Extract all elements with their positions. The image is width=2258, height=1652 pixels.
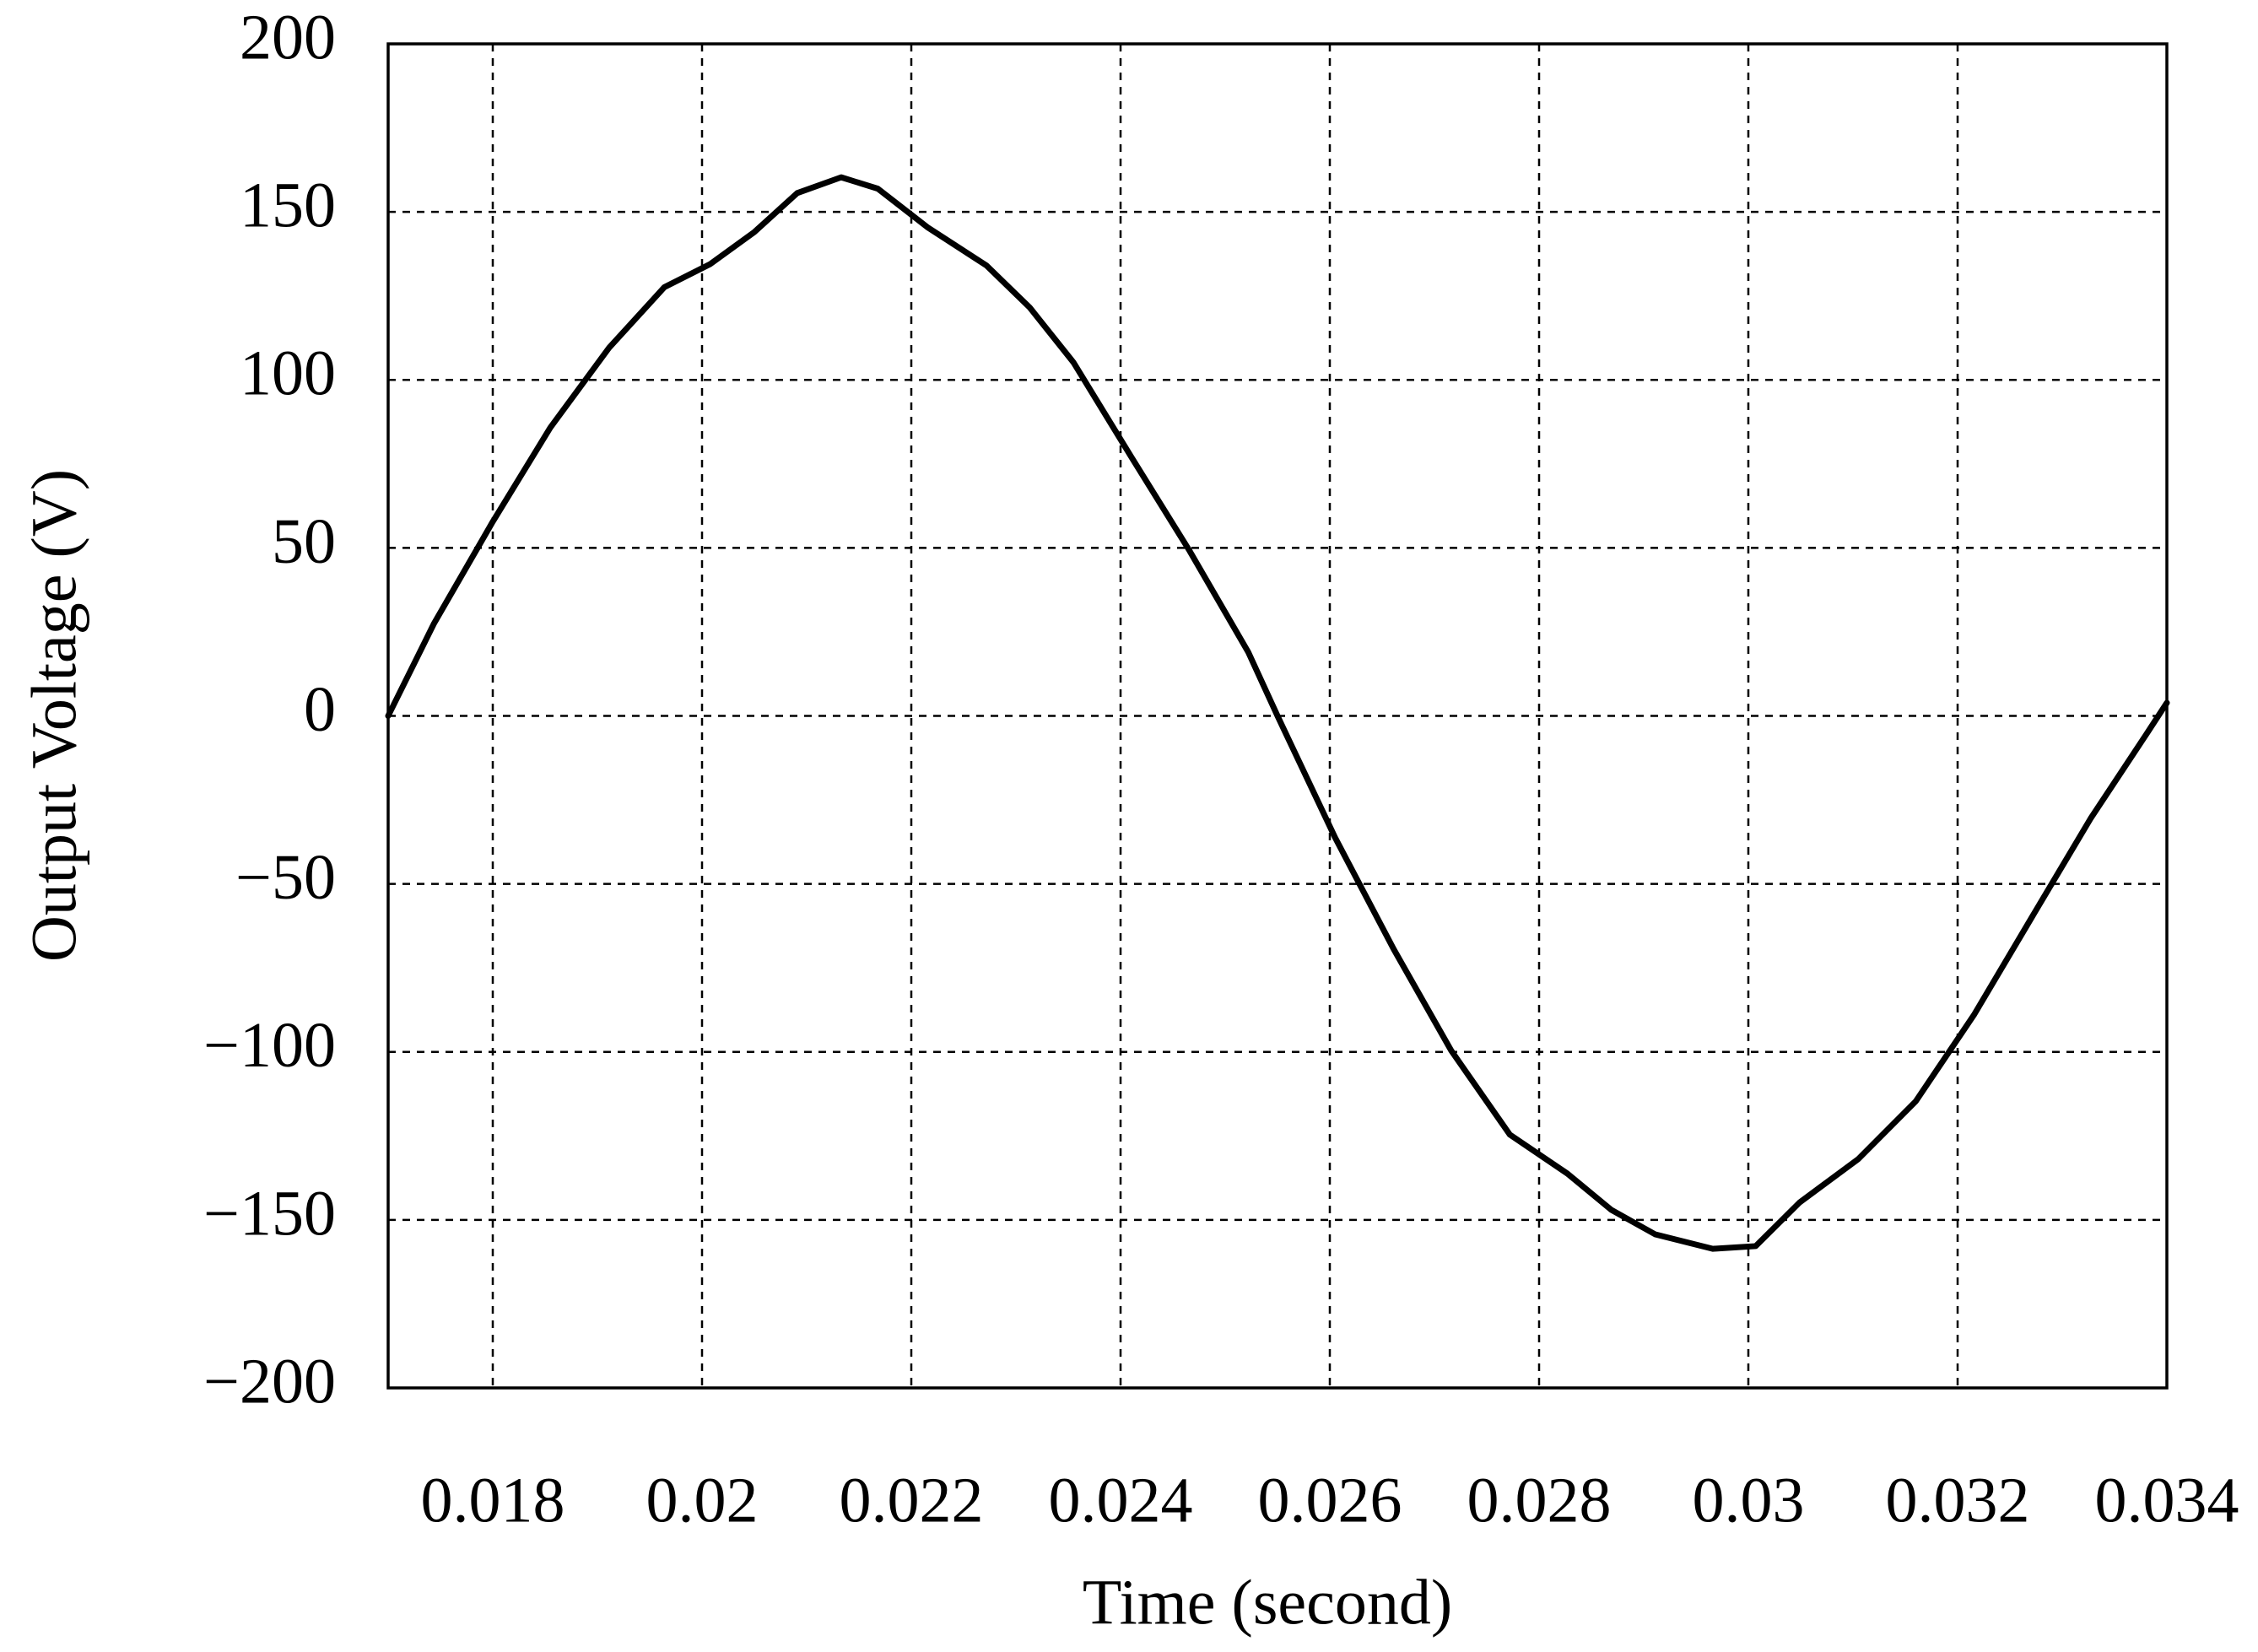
x-tick-label: 0.032: [1886, 1465, 2030, 1536]
y-tick-label: 50: [272, 506, 336, 577]
x-axis-title: Time (second): [1083, 1567, 1452, 1638]
y-tick-label: −150: [203, 1178, 336, 1249]
y-tick-label: −200: [203, 1346, 336, 1417]
x-tick-label: 0.022: [840, 1465, 984, 1536]
data-line: [385, 174, 2170, 1252]
y-tick-label: −100: [203, 1010, 336, 1081]
y-tick-label: 200: [240, 2, 336, 73]
x-tick-label: 0.034: [2095, 1465, 2239, 1536]
y-tick-label: 0: [304, 674, 336, 745]
y-tick-label: 150: [240, 170, 336, 241]
x-tick-label: 0.018: [421, 1465, 565, 1536]
x-tick-label: 0.024: [1049, 1465, 1193, 1536]
x-tick-label: 0.03: [1693, 1465, 1805, 1536]
x-tick-label: 0.02: [646, 1465, 759, 1536]
x-tick-label: 0.026: [1258, 1465, 1402, 1536]
x-tick-label: 0.028: [1467, 1465, 1612, 1536]
y-axis-title: Output Voltage (V): [19, 469, 89, 962]
y-tick-label: 100: [240, 338, 336, 409]
y-tick-label: −50: [235, 842, 336, 913]
